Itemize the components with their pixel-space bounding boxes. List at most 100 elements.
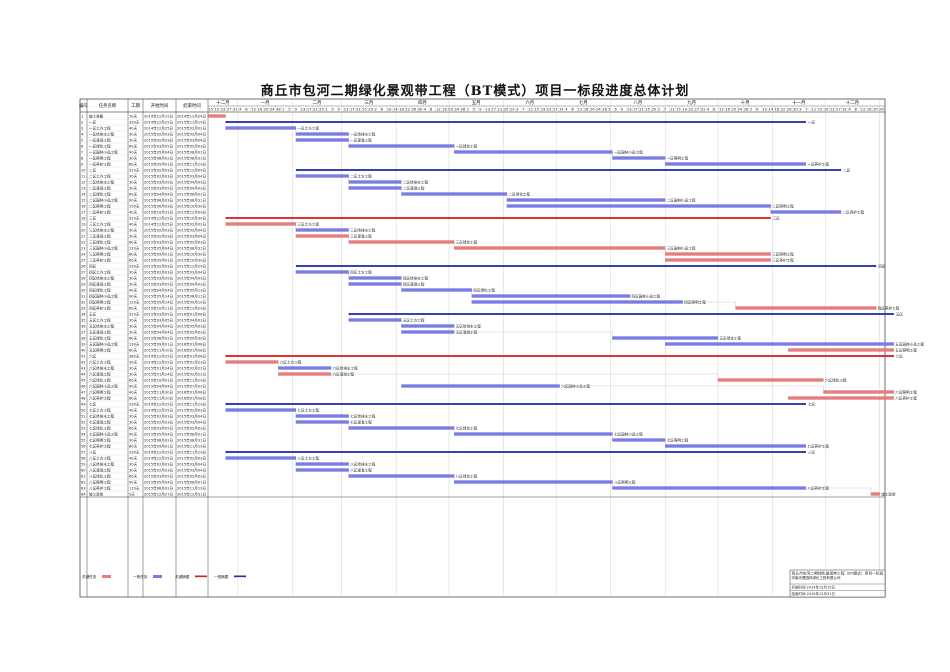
row-end-date: 2015年12月09日 [177, 209, 206, 214]
row-duration: 30天 [129, 420, 138, 424]
row-duration: 40天 [129, 210, 138, 214]
task-bar-label: 一区土方工程 [297, 125, 319, 130]
row-id: 26 [81, 264, 86, 268]
day-label: 9 [621, 108, 624, 112]
day-label: 21 [498, 108, 503, 112]
day-label: 27 [836, 108, 841, 112]
row-duration: 150天 [129, 204, 140, 208]
task-bar [506, 204, 771, 208]
row-start-date: 2015年04月04日 [144, 329, 173, 334]
day-label: 9 [295, 108, 298, 112]
info-end: 结束时间 2015年12月31日 [792, 591, 835, 596]
day-label: 3 [658, 108, 660, 112]
day-label: 13 [344, 108, 349, 112]
row-start-date: 2015年04月04日 [144, 323, 173, 328]
row-duration: 40天 [129, 288, 138, 292]
row-id: 28 [81, 276, 86, 280]
day-label: 17 [307, 108, 312, 112]
row-duration: 30天 [129, 372, 138, 376]
row-id: 27 [81, 270, 86, 274]
row-duration: 30天 [129, 174, 138, 178]
row-duration: 40天 [129, 456, 138, 460]
day-label: 31 [842, 108, 847, 112]
task-bar [454, 246, 666, 250]
row-end-date: 2015年08月31日 [177, 437, 206, 442]
row-id: 50 [81, 408, 86, 412]
summary-start-marker [225, 403, 228, 406]
row-duration: 80天 [129, 444, 138, 448]
day-label: 12 [251, 108, 256, 112]
row-id: 47 [81, 390, 86, 394]
task-bar [735, 306, 877, 310]
task-bar-label: 一区养护工程 [807, 161, 829, 166]
row-duration: 40天 [129, 222, 138, 226]
row-task-name: 七区灌溉工程 [89, 419, 111, 424]
dependency-line [454, 331, 613, 337]
summary-bar [225, 403, 806, 405]
month-label: 八月 [634, 100, 643, 106]
row-duration: 120天 [129, 246, 140, 250]
row-task-name: 三区 [89, 216, 97, 220]
row-start-date: 2015年03月05日 [144, 425, 173, 430]
day-label: 10 [762, 108, 767, 112]
row-duration: 110天 [129, 486, 140, 490]
task-bar [348, 426, 455, 430]
task-bar [454, 432, 613, 436]
row-task-name: 二区园林小品工程 [89, 197, 118, 202]
day-label: 16 [725, 108, 730, 112]
task-bar-label: 六区绿化工程 [825, 377, 847, 382]
summary-start-marker [225, 217, 228, 220]
row-start-date: 2015年03月05日 [144, 239, 173, 244]
day-label: 11 [812, 108, 817, 112]
day-label: 7 [522, 108, 524, 112]
task-bar-label: 七区灌溉工程 [350, 419, 372, 424]
row-duration: 30天 [129, 468, 138, 472]
row-duration: 60天 [129, 144, 138, 148]
task-bar-label: 五区土方工程 [403, 317, 425, 322]
row-task-name: 八区土方工程 [89, 455, 111, 460]
day-label: 25 [645, 108, 650, 112]
row-duration: 90天 [129, 294, 138, 298]
task-bar-label: 一区园林小品工程 [614, 149, 643, 154]
row-start-date: 2015年02月03日 [144, 173, 173, 178]
legend-label: 一般摘要 [214, 574, 229, 579]
row-start-date: 2015年06月03日 [144, 203, 173, 208]
month-label: 二月 [313, 100, 322, 106]
row-task-name: 一区园林小品工程 [89, 149, 118, 154]
page-title: 商丘市包河二期绿化景观带工程（BT模式）项目一标段进度总体计划 [260, 84, 690, 99]
task-bar-label: 七区养护工程 [807, 443, 829, 448]
row-task-name: 二区 [89, 168, 97, 172]
day-label: 8 [855, 108, 858, 112]
row-task-name: 六区给排水工程 [89, 365, 115, 370]
row-id: 17 [81, 210, 86, 214]
summary-label: 二区 [843, 168, 851, 172]
day-label: 5 [288, 108, 290, 112]
row-duration: 30天 [129, 318, 138, 322]
row-end-date: 2015年11月19日 [177, 485, 206, 490]
row-duration: 40天 [129, 390, 138, 394]
task-bar [207, 114, 226, 118]
task-bar-label: 八区土方工程 [297, 455, 319, 460]
day-label: 12 [578, 108, 583, 112]
dependency-line [331, 373, 719, 379]
row-id: 9 [81, 162, 84, 166]
task-bar [471, 300, 683, 304]
day-label: 28 [744, 108, 749, 112]
summary-end-marker [803, 121, 806, 124]
row-id: 39 [81, 342, 86, 346]
row-duration: 80天 [129, 306, 138, 310]
row-id: 19 [81, 222, 86, 226]
row-task-name: 二区给排水工程 [89, 179, 115, 184]
task-bar [823, 390, 894, 394]
row-start-date: 2015年03月05日 [144, 281, 173, 286]
row-id: 46 [81, 384, 86, 388]
row-id: 13 [81, 186, 86, 190]
row-start-date: 2015年10月31日 [144, 209, 173, 214]
day-label: 16 [867, 108, 872, 112]
day-label: 29 [652, 108, 657, 112]
task-bar-label: 六区养护工程 [895, 395, 917, 400]
task-bar-label: 六区给排水工程 [333, 365, 359, 370]
row-end-date: 2015年11月19日 [177, 449, 206, 454]
row-start-date: 2015年05月14日 [144, 293, 173, 298]
row-start-date: 2014年12月25日 [144, 407, 173, 412]
